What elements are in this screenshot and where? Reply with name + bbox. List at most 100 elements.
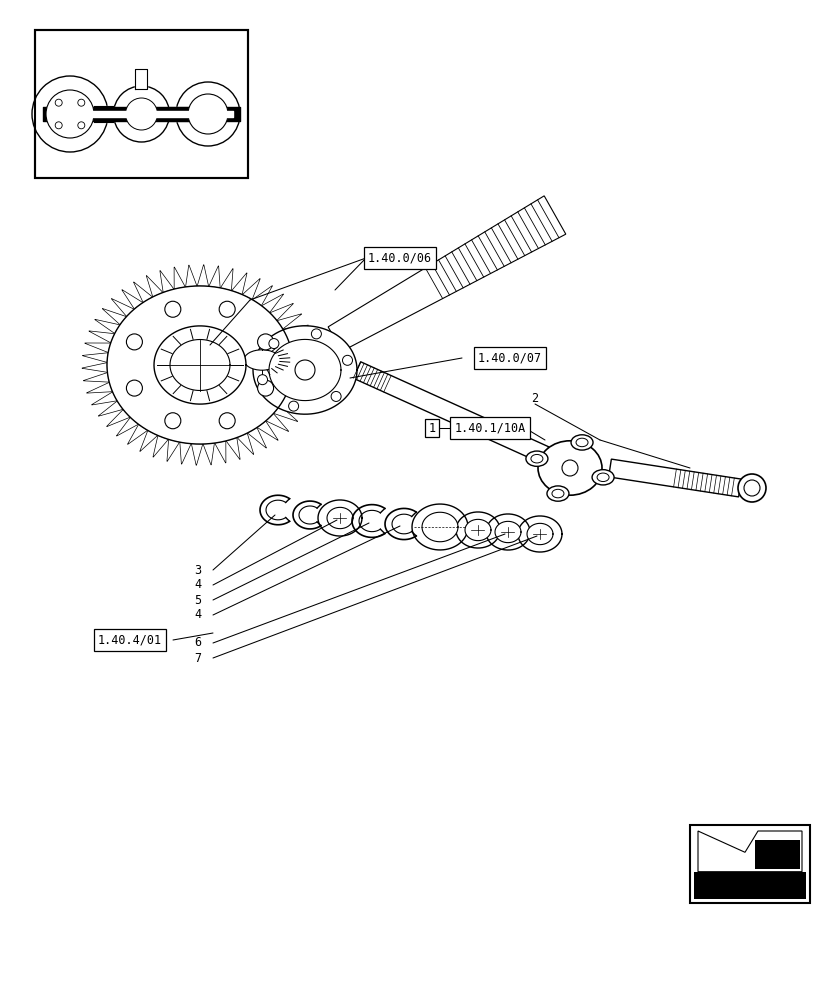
Polygon shape (117, 417, 138, 436)
Polygon shape (92, 392, 117, 405)
Circle shape (331, 391, 341, 401)
Circle shape (165, 413, 180, 429)
Polygon shape (608, 459, 740, 497)
Text: 3: 3 (194, 564, 201, 576)
Circle shape (294, 360, 314, 380)
Polygon shape (191, 444, 203, 465)
Polygon shape (485, 514, 529, 550)
Polygon shape (112, 299, 134, 316)
Polygon shape (146, 276, 163, 297)
Polygon shape (174, 267, 185, 289)
Bar (693, 872, 805, 899)
Circle shape (562, 460, 577, 476)
Polygon shape (285, 387, 311, 399)
Text: 4: 4 (194, 608, 201, 621)
Circle shape (127, 380, 142, 396)
Circle shape (127, 334, 142, 350)
Polygon shape (133, 282, 152, 302)
Polygon shape (242, 279, 260, 300)
Polygon shape (327, 507, 352, 529)
Polygon shape (87, 382, 112, 393)
Text: 1.40.1/10A: 1.40.1/10A (454, 422, 525, 434)
Polygon shape (327, 196, 565, 351)
Circle shape (78, 122, 84, 129)
Polygon shape (98, 401, 123, 416)
Polygon shape (197, 265, 208, 286)
Polygon shape (518, 516, 562, 552)
Polygon shape (94, 319, 120, 334)
Circle shape (743, 480, 759, 496)
Polygon shape (247, 428, 266, 448)
Ellipse shape (538, 441, 601, 495)
Ellipse shape (547, 486, 568, 501)
Text: 1.40.0/06: 1.40.0/06 (367, 251, 432, 264)
Text: 1.40.4/01: 1.40.4/01 (98, 634, 162, 646)
Polygon shape (754, 840, 799, 869)
Polygon shape (208, 266, 220, 288)
Polygon shape (160, 271, 174, 292)
Polygon shape (203, 443, 214, 465)
Text: 1.40.0/07: 1.40.0/07 (477, 352, 542, 364)
Polygon shape (253, 326, 356, 414)
Polygon shape (154, 326, 246, 404)
Ellipse shape (576, 438, 587, 447)
Text: 5: 5 (194, 593, 201, 606)
Polygon shape (351, 505, 391, 537)
Polygon shape (265, 414, 289, 431)
Polygon shape (277, 314, 301, 329)
Ellipse shape (244, 350, 280, 370)
Ellipse shape (596, 473, 609, 482)
Text: 1: 1 (428, 422, 435, 434)
Polygon shape (422, 512, 457, 542)
Text: 6: 6 (194, 636, 201, 650)
Text: 2: 2 (531, 391, 538, 404)
Circle shape (289, 401, 299, 411)
Polygon shape (167, 439, 179, 461)
Polygon shape (185, 265, 197, 287)
Polygon shape (153, 435, 168, 457)
Polygon shape (84, 343, 111, 353)
Polygon shape (293, 501, 327, 529)
Polygon shape (179, 442, 191, 464)
Circle shape (257, 334, 273, 350)
Polygon shape (88, 331, 114, 343)
Polygon shape (107, 286, 293, 444)
Circle shape (113, 86, 170, 142)
Polygon shape (170, 340, 230, 390)
Circle shape (188, 94, 227, 134)
Polygon shape (273, 405, 298, 421)
Polygon shape (226, 438, 240, 459)
Polygon shape (385, 508, 423, 540)
Polygon shape (214, 441, 226, 463)
Bar (35, 30, 248, 178)
Polygon shape (270, 303, 293, 320)
Polygon shape (122, 290, 143, 309)
Polygon shape (290, 348, 316, 357)
Ellipse shape (234, 345, 289, 375)
Ellipse shape (525, 451, 547, 466)
Bar (35, 30, 248, 178)
Polygon shape (220, 269, 232, 291)
Polygon shape (260, 495, 295, 525)
Circle shape (55, 99, 62, 106)
Circle shape (311, 329, 321, 339)
Circle shape (165, 301, 180, 317)
Polygon shape (107, 410, 130, 427)
Circle shape (219, 301, 235, 317)
Polygon shape (83, 353, 108, 362)
Polygon shape (526, 523, 552, 545)
Polygon shape (412, 504, 467, 550)
Text: 4: 4 (194, 578, 201, 591)
Circle shape (269, 339, 279, 349)
Ellipse shape (591, 470, 614, 485)
Polygon shape (269, 339, 341, 401)
Circle shape (78, 99, 84, 106)
Polygon shape (127, 424, 147, 444)
Polygon shape (84, 373, 109, 382)
Circle shape (46, 90, 94, 138)
Text: 7: 7 (194, 652, 201, 664)
Ellipse shape (571, 435, 592, 450)
Polygon shape (465, 519, 490, 541)
Circle shape (737, 474, 765, 502)
Circle shape (257, 380, 273, 396)
